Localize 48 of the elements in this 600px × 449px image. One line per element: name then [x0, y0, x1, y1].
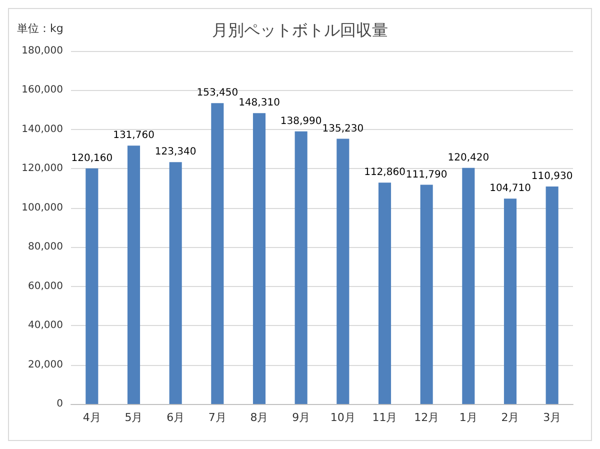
text: 単位：kg: [17, 22, 64, 35]
chart-title: 月別ペットボトル回収量: [212, 20, 388, 40]
y-tick-label: 80,000: [28, 242, 63, 253]
y-tick-label: 120,000: [22, 163, 63, 174]
y-tick-label: 0: [56, 398, 63, 410]
data-label: 135,230: [322, 123, 364, 134]
y-tick-label: 100,000: [22, 202, 63, 214]
data-label: 104,710: [490, 183, 531, 194]
bar: [378, 182, 392, 404]
bar: [252, 113, 266, 404]
data-label: 112,860: [364, 167, 406, 178]
data-label: 153,450: [196, 88, 238, 99]
x-tick-label: 12月: [414, 411, 440, 424]
x-tick-label: 3月: [543, 411, 562, 424]
data-label: 110,930: [531, 170, 573, 182]
data-label: 111,790: [406, 169, 448, 180]
data-label: 123,340: [154, 146, 196, 158]
bar: [504, 198, 517, 404]
y-tick-label: 140,000: [22, 124, 63, 135]
bar: [127, 146, 140, 404]
bar: [336, 138, 350, 404]
x-tick-label: 9月: [292, 411, 310, 424]
bar: [211, 103, 224, 404]
x-tick-label: 10月: [330, 411, 356, 424]
x-tick-label: 1月: [459, 411, 478, 424]
y-tick-label: 60,000: [28, 280, 63, 292]
x-tick-label: 5月: [124, 411, 143, 424]
data-label: 131,760: [113, 130, 154, 142]
x-tick-label: 7月: [208, 411, 226, 424]
data-label: 138,990: [280, 116, 322, 127]
bar: [169, 162, 182, 404]
x-tick-label: 2月: [501, 411, 520, 424]
y-tick-label: 40,000: [28, 320, 63, 332]
bar: [294, 131, 308, 404]
x-tick-label: 8月: [250, 411, 268, 424]
bar: [546, 186, 558, 404]
bar: [462, 168, 475, 404]
bar: [420, 184, 433, 404]
bar: [86, 168, 98, 404]
data-label: 148,310: [238, 98, 280, 109]
data-label: 120,420: [448, 152, 490, 164]
x-tick-label: 11月: [372, 411, 398, 424]
y-tick-label: 20,000: [28, 359, 63, 370]
x-tick-label: 4月: [82, 411, 101, 424]
data-label: 120,160: [71, 152, 113, 164]
x-tick-label: 6月: [166, 411, 185, 424]
y-tick-label: 160,000: [22, 84, 63, 96]
y-tick-label: 180,000: [22, 46, 63, 56]
